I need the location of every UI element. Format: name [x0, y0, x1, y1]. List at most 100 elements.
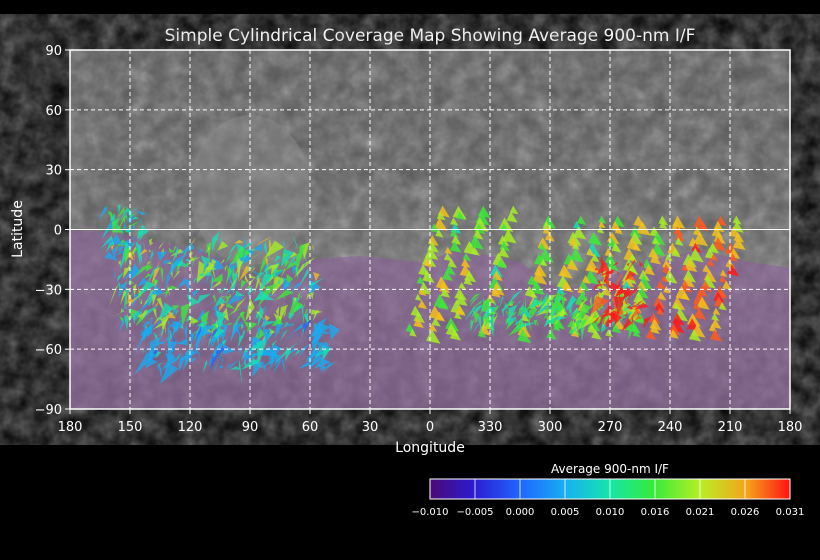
coverage-patch: [135, 300, 152, 315]
coverage-patch: [504, 290, 523, 309]
coverage-patch: [530, 280, 545, 296]
coverage-patch: [626, 305, 634, 310]
coverage-patch: [471, 246, 480, 256]
coverage-patch: [435, 311, 446, 322]
coverage-patch: [543, 317, 558, 328]
coverage-patch: [182, 262, 190, 269]
coverage-patch: [488, 312, 495, 338]
coverage-patch: [139, 217, 144, 226]
colorbar-title: Average 900-nm I/F: [551, 462, 669, 476]
coverage-patch: [488, 311, 492, 320]
coverage-patch: [630, 304, 639, 308]
coverage-patch: [153, 320, 163, 330]
lat-tick-label: 30: [45, 164, 62, 179]
coverage-patch: [124, 246, 127, 252]
coverage-patch: [131, 247, 138, 258]
coverage-patch: [132, 248, 135, 262]
coverage-patch: [283, 306, 286, 319]
coverage-patch: [449, 240, 462, 253]
coverage-patch: [732, 215, 742, 225]
coverage-patch: [530, 307, 538, 319]
coverage-patch: [413, 317, 424, 328]
coverage-patch: [628, 307, 641, 322]
coverage-patch: [605, 329, 614, 338]
coverage-patch: [277, 346, 286, 354]
coverage-patch: [517, 306, 524, 317]
lat-tick-label: −30: [35, 283, 62, 298]
coverage-patch: [542, 312, 547, 321]
coverage-patch: [219, 287, 223, 297]
coverage-patch: [251, 337, 257, 347]
coverage-patch: [606, 308, 618, 311]
coverage-patch: [231, 317, 240, 342]
coverage-patch: [632, 242, 642, 252]
coverage-patch: [208, 261, 216, 270]
coverage-patch: [461, 318, 482, 326]
coverage-patch: [718, 302, 727, 311]
coverage-patch: [118, 282, 128, 299]
coverage-patch: [186, 281, 191, 295]
coverage-patch: [308, 352, 323, 369]
coverage-patch: [274, 323, 283, 340]
coverage-patch: [272, 356, 282, 374]
coverage-patch: [256, 338, 268, 366]
coverage-patch: [282, 321, 289, 329]
coverage-patch: [121, 305, 126, 314]
coverage-patch: [222, 324, 229, 336]
coverage-patch: [707, 258, 715, 267]
coverage-patch: [257, 305, 264, 328]
coverage-patch: [142, 305, 159, 319]
coverage-patch: [586, 310, 589, 314]
coverage-patch: [538, 242, 547, 251]
coverage-patch: [125, 213, 128, 223]
coverage-patch: [196, 260, 213, 283]
coverage-patch: [639, 260, 643, 268]
coverage-patch: [623, 259, 636, 277]
coverage-patch: [198, 273, 204, 285]
coverage-patch: [229, 263, 235, 286]
coverage-patch: [193, 277, 198, 284]
coverage-patch: [539, 248, 554, 263]
coverage-patch: [133, 283, 137, 300]
coverage-patch: [238, 358, 243, 385]
coverage-patch: [318, 341, 330, 356]
coverage-patch: [182, 350, 195, 372]
coverage-patch: [135, 317, 145, 327]
coverage-patch: [238, 348, 244, 353]
coverage-patch: [200, 310, 209, 340]
coverage-patch: [518, 309, 522, 320]
coverage-patch: [583, 300, 588, 315]
coverage-patch: [657, 291, 667, 301]
coverage-patch: [524, 323, 526, 343]
coverage-patch: [149, 249, 152, 253]
coverage-patch: [190, 333, 192, 345]
coverage-patch: [168, 240, 170, 249]
coverage-patch: [602, 304, 611, 314]
coverage-patch: [145, 261, 151, 267]
coverage-patch: [274, 269, 285, 279]
coverage-patch: [105, 242, 115, 253]
coverage-patch: [519, 304, 527, 318]
coverage-patch: [571, 319, 577, 335]
coverage-patch: [145, 319, 154, 326]
coverage-patch: [611, 312, 623, 325]
coverage-patch: [568, 306, 579, 318]
coverage-patch: [506, 211, 518, 223]
coverage-patch: [254, 236, 273, 247]
coverage-patch: [190, 316, 199, 324]
lat-tick-label: 90: [45, 44, 62, 59]
coverage-patch: [209, 277, 211, 286]
coverage-patch: [505, 310, 508, 317]
coverage-patch: [499, 295, 504, 309]
coverage-patch: [303, 250, 309, 272]
coverage-patch: [604, 248, 614, 258]
coverage-patch: [497, 235, 510, 247]
coverage-patch: [140, 298, 143, 305]
coverage-patch: [185, 258, 191, 263]
coverage-patch: [319, 347, 324, 375]
coverage-patch: [264, 332, 272, 345]
coverage-patch: [180, 324, 184, 330]
coverage-patch: [110, 243, 115, 251]
colorbar-tick-label: 0.010: [596, 507, 625, 518]
coverage-patch: [533, 318, 539, 329]
